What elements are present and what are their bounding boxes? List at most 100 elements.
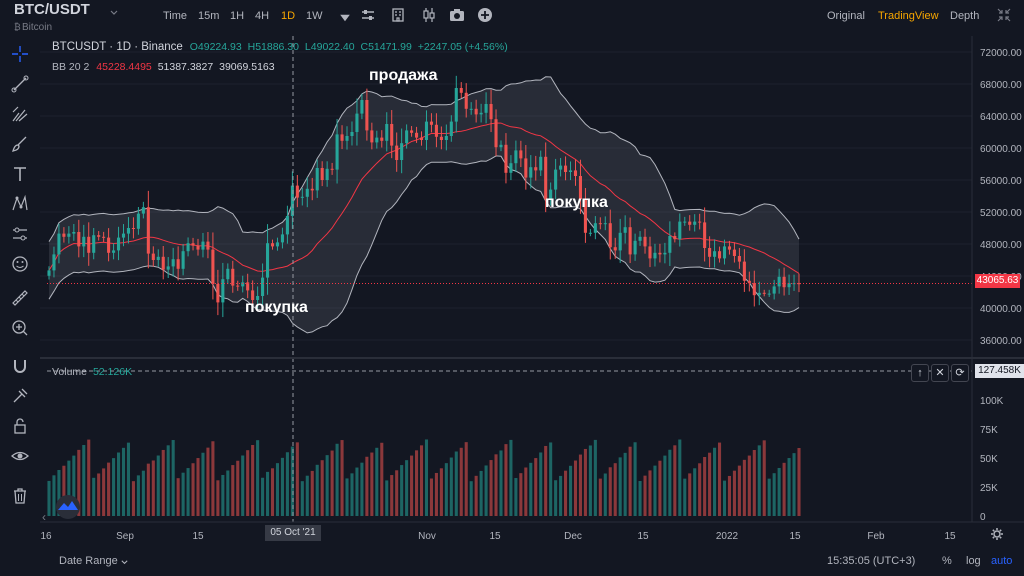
text-tool-icon[interactable] (10, 164, 30, 184)
volume-bar (315, 464, 319, 516)
chevron-down-icon[interactable] (109, 8, 119, 18)
chevron-down-icon[interactable] (120, 558, 129, 567)
volume-bar (350, 473, 354, 516)
candle (494, 119, 498, 148)
lock-drawing-icon[interactable] (10, 386, 30, 406)
timeframe-4h[interactable]: 4H (255, 10, 270, 22)
prediction-icon[interactable] (10, 224, 30, 244)
volume-bar (191, 463, 195, 516)
volume-bar (703, 456, 707, 516)
candle (484, 104, 488, 113)
crosshair-icon[interactable] (10, 44, 30, 64)
candle (663, 252, 667, 255)
volume-bar (469, 481, 473, 516)
volume-bar (668, 449, 672, 516)
crosshair-volume-label: 127.458K (975, 364, 1024, 378)
candle (772, 286, 776, 294)
candle (216, 284, 220, 303)
camera-icon[interactable] (449, 7, 465, 23)
lock-icon[interactable] (10, 416, 30, 436)
price-tick-label: 64000.00 (980, 112, 1022, 123)
candle (628, 227, 632, 255)
collapse-icon[interactable] (996, 7, 1012, 23)
pitchfork-icon[interactable] (10, 104, 30, 124)
candle (529, 167, 533, 178)
volume-bar (757, 445, 761, 516)
scroll-left-icon[interactable]: ‹ (42, 510, 46, 524)
more-timeframes-icon[interactable] (337, 10, 353, 26)
auto-toggle[interactable]: auto (991, 555, 1013, 567)
chart-logo[interactable] (56, 495, 80, 519)
pattern-icon[interactable] (10, 194, 30, 214)
legend-title: BTCUSDT · 1D · Binance (52, 41, 183, 53)
bottom-toolbar: Date Range 15:35:05 (UTC+3) % log auto (0, 546, 1024, 576)
view-depth[interactable]: Depth (950, 10, 980, 22)
volume-bar (573, 460, 578, 516)
volume-bar (772, 473, 776, 516)
candles-icon[interactable] (421, 7, 437, 23)
percent-toggle[interactable]: % (942, 555, 952, 567)
volume-bar (449, 457, 453, 516)
ruler-icon[interactable] (10, 288, 30, 308)
candle (410, 130, 414, 133)
price-axis[interactable]: 72000.00 68000.00 64000.00 60000.00 56000.00… (980, 48, 1022, 347)
volume-bar (236, 460, 240, 516)
emoji-icon[interactable] (10, 254, 30, 274)
bollinger-band-fill (49, 76, 799, 333)
timeframe-15m[interactable]: 15m (198, 10, 220, 22)
volume-bar (261, 477, 265, 516)
zoom-in-icon[interactable] (10, 318, 30, 338)
pane-refresh-button[interactable]: ⟳ (951, 364, 969, 382)
view-original[interactable]: Original (827, 10, 865, 22)
timeframe-time[interactable]: Time (163, 10, 188, 22)
price-tick-label: 72000.00 (980, 48, 1022, 59)
candle (97, 235, 101, 237)
magnet-icon[interactable] (10, 356, 30, 376)
trash-icon[interactable] (10, 486, 30, 506)
timeframe-1h[interactable]: 1H (230, 10, 245, 22)
timeframe-1w[interactable]: 1W (306, 10, 323, 22)
ohlc-legend: BTCUSDT · 1D · Binance O49224.93 H51886.… (52, 41, 508, 53)
settings-gear-icon[interactable] (990, 527, 1004, 541)
candle (365, 100, 369, 131)
candle (300, 196, 304, 198)
trend-line-icon[interactable] (10, 74, 30, 94)
view-tradingview[interactable]: TradingView (878, 10, 939, 22)
add-plus-icon[interactable] (477, 7, 493, 23)
volume-legend[interactable]: Volume 52.126K (52, 366, 132, 378)
volume-bar (474, 475, 478, 516)
symbol-title[interactable]: BTC/USDT (14, 1, 90, 18)
candle (688, 221, 692, 225)
eye-icon[interactable] (10, 446, 30, 466)
exchange-icon[interactable] (390, 7, 406, 23)
date-range-button[interactable]: Date Range (59, 555, 118, 567)
candle (305, 188, 309, 197)
log-toggle[interactable]: log (966, 555, 981, 567)
price-tick-label: 40000.00 (980, 304, 1022, 315)
volume-bar (484, 465, 488, 516)
candle (698, 221, 702, 223)
volume-bar (419, 445, 424, 516)
top-toolbar: BTC/USDT ₿ Bitcoin Time 15m 1H 4H 1D 1W O… (0, 0, 1024, 36)
volume-axis[interactable]: 100K 75K 50K 25K 0 (980, 396, 1004, 523)
candle (797, 283, 801, 285)
bb-legend[interactable]: BB 20 2 45228.4495 51387.3827 39069.5163 (52, 61, 275, 73)
volume-bar (633, 442, 637, 516)
volume-label: Volume (52, 366, 88, 378)
annotation-buy-1: покупка (245, 299, 308, 316)
time-axis[interactable]: 16 Sep 15 Nov 15 Dec 15 2022 15 Feb 15 (40, 531, 956, 542)
price-chart[interactable]: 72000.00 68000.00 64000.00 60000.00 56000.00… (0, 0, 1024, 546)
volume-bar (554, 480, 558, 516)
brush-icon[interactable] (10, 134, 30, 154)
pane-close-button[interactable]: ✕ (931, 364, 949, 382)
candle (102, 236, 106, 238)
volume-bar (67, 460, 71, 516)
volume-bar (275, 463, 280, 516)
indicator-settings-icon[interactable] (360, 7, 376, 23)
pane-up-button[interactable]: ↑ (911, 364, 929, 382)
volume-bar (335, 443, 339, 516)
candle (161, 256, 165, 270)
candle (390, 124, 394, 146)
clock[interactable]: 15:35:05 (UTC+3) (827, 555, 916, 567)
timeframe-1d[interactable]: 1D (281, 10, 296, 22)
